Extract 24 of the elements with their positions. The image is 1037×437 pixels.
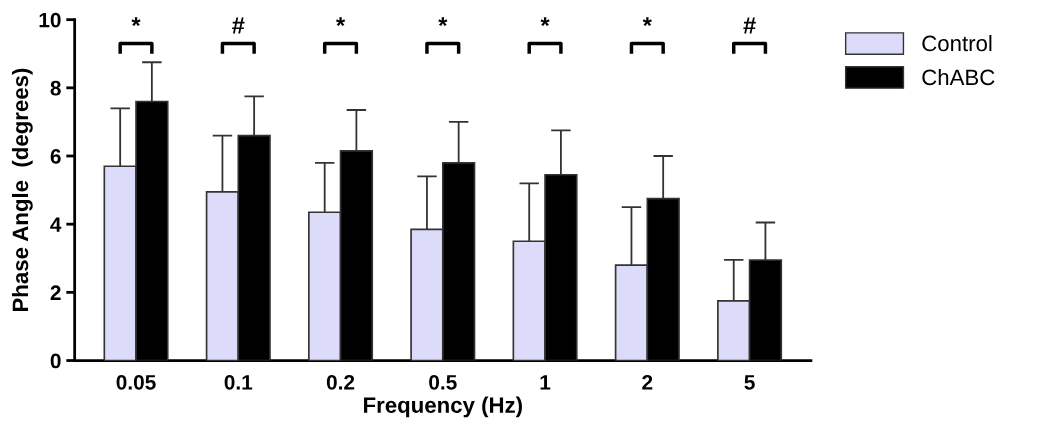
annotation: * [642,17,652,27]
x-tick-label: 5 [744,375,755,390]
y-axis-title: Phase Angle (degrees) [11,68,33,312]
annotation: * [336,17,346,27]
x-tick-label: 0.1 [224,374,253,390]
x-tick-label: 0.05 [116,374,156,390]
x-tick-label: 0.2 [326,374,355,390]
x-tick-label: 1 [540,375,551,390]
x-axis-title: Frequency (Hz) [364,396,522,418]
annotation: # [232,17,245,34]
legend-label: ChABC [922,68,995,86]
y-tick-label: 6 [50,149,61,164]
y-tick-label: 0 [50,353,61,369]
annotation: * [438,17,448,27]
y-tick-label: 10 [39,12,61,28]
annotation: # [743,17,756,34]
y-tick-label: 8 [50,80,61,96]
y-tick-label: 4 [50,217,62,232]
annotation: * [540,17,550,27]
legend-label: Control [922,34,992,52]
y-tick-label: 2 [50,285,61,300]
annotation: * [131,17,141,27]
x-tick-label: 2 [642,374,653,390]
x-tick-label: 0.5 [429,374,457,390]
